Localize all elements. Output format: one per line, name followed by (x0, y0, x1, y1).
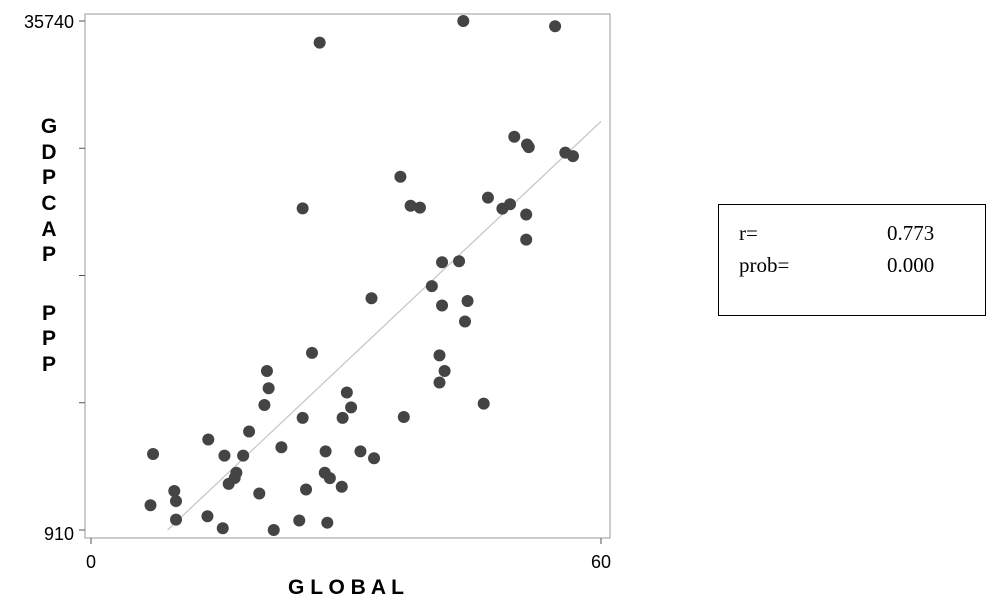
scatter-point (201, 510, 214, 523)
scatter-point (318, 466, 331, 479)
r-row: r= 0.773 (739, 221, 979, 247)
scatter-point (313, 36, 326, 49)
prob-value: 0.000 (887, 253, 935, 277)
stats-box: r= 0.773 prob= 0.000 (718, 204, 986, 316)
scatter-point (170, 495, 182, 508)
x-axis-label: G L O B A L (288, 576, 404, 599)
plot-area (84, 13, 611, 539)
scatter-point (340, 386, 353, 399)
scatter-point (477, 397, 490, 410)
scatter-point (168, 484, 181, 497)
scatter-point (293, 514, 306, 527)
scatter-point (300, 483, 313, 496)
scatter-point (296, 411, 309, 424)
y-axis-label-char: A (41, 218, 56, 241)
scatter-point (394, 170, 407, 183)
scatter-point (218, 449, 231, 462)
scatter-point (566, 150, 579, 163)
scatter-point (253, 487, 266, 500)
scatter-point (147, 448, 160, 461)
scatter-point (481, 191, 494, 204)
scatter-point (520, 233, 533, 246)
scatter-point (433, 349, 446, 362)
y-axis-label-char: D (41, 141, 56, 164)
scatter-point (321, 516, 334, 529)
scatter-point (237, 449, 250, 462)
scatter-point (425, 280, 438, 293)
ticks-layer (79, 20, 602, 544)
scatter-point (365, 292, 378, 305)
y-tick-label-min: 910 (44, 524, 74, 544)
scatter-point (144, 499, 157, 512)
scatter-point (296, 202, 309, 215)
x-tick-label-max: 60 (591, 552, 611, 572)
scatter-point (267, 524, 280, 536)
scatter-point (216, 522, 229, 535)
scatter-point (260, 365, 273, 378)
scatter-point (520, 208, 533, 221)
fit-line-layer (167, 120, 602, 531)
scatter-point (508, 130, 521, 143)
y-axis-label-char: P (42, 302, 56, 325)
scatter-point (336, 411, 349, 424)
x-tick-label-min: 0 (86, 552, 96, 572)
scatter-point (433, 376, 446, 389)
y-tick-label-max: 35740 (24, 12, 74, 32)
y-axis-label-char: P (42, 327, 56, 350)
scatter-point (438, 365, 451, 378)
scatter-point (258, 399, 271, 412)
y-axis-label-char: C (41, 192, 56, 215)
prob-row: prob= 0.000 (739, 253, 979, 279)
scatter-point (453, 255, 466, 268)
scatter-point (368, 452, 381, 465)
scatter-point (522, 141, 535, 154)
scatter-point (459, 315, 471, 328)
scatter-point (243, 425, 256, 438)
points-layer (144, 15, 579, 536)
r-label: r= (739, 221, 758, 245)
y-axis-label-char: P (42, 166, 56, 189)
scatter-point (461, 295, 474, 308)
scatter-point (397, 411, 410, 424)
scatter-point (275, 441, 288, 454)
prob-label: prob= (739, 253, 790, 277)
scatter-point (335, 480, 348, 493)
scatter-point (230, 466, 243, 479)
scatter-point (306, 346, 318, 359)
y-axis-label: G D P C A P P P P (41, 115, 57, 376)
y-axis-label-char: P (42, 353, 56, 376)
scatter-point (319, 445, 332, 458)
y-axis-label-char: G (41, 115, 57, 138)
scatter-point (262, 382, 275, 395)
scatter-point (404, 199, 417, 212)
y-axis-label-char: P (42, 243, 56, 266)
scatter-point (504, 198, 517, 211)
scatter-point (202, 433, 215, 446)
scatter-point (413, 201, 426, 214)
scatter-point (436, 256, 449, 269)
scatter-point (170, 513, 182, 526)
scatter-point (457, 15, 470, 27)
scatter-point (354, 445, 367, 458)
scatter-point (436, 299, 449, 312)
regression-line (167, 120, 602, 531)
scatter-point (345, 401, 358, 414)
r-value: 0.773 (887, 221, 935, 245)
scatter-point (549, 20, 562, 33)
